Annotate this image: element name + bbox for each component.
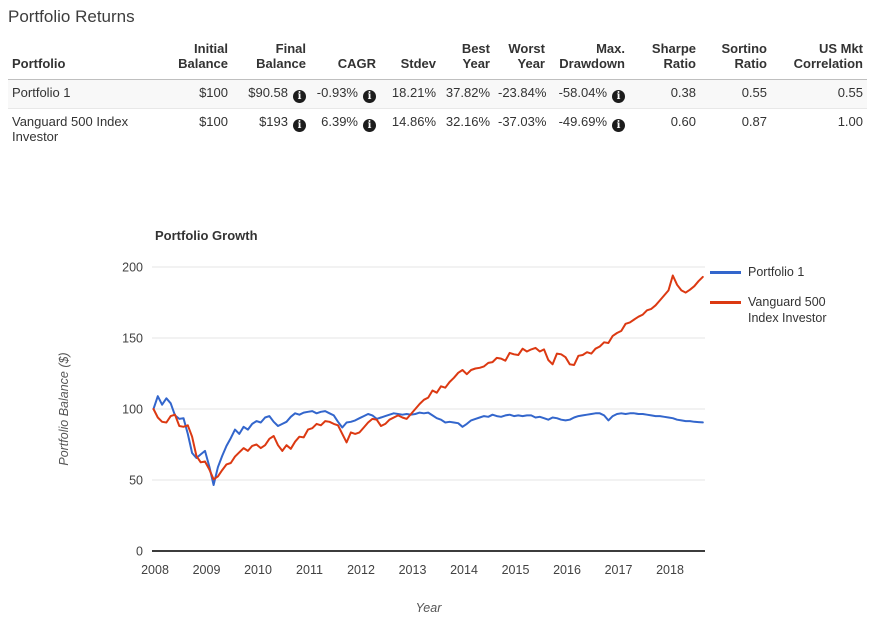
legend-line-swatch-red bbox=[710, 301, 741, 304]
series-line-portfolio-1 bbox=[152, 395, 704, 486]
chart-title: Portfolio Growth bbox=[155, 228, 258, 243]
returns-table: Portfolio Initial Balance Final Balance … bbox=[8, 37, 867, 150]
x-axis-title: Year bbox=[416, 601, 443, 615]
cell-max-drawdown: -58.04% bbox=[549, 79, 629, 109]
y-tick-label: 150 bbox=[122, 332, 143, 346]
cell-initial-balance: $100 bbox=[199, 113, 228, 129]
column-header-stdev: Stdev bbox=[380, 37, 440, 80]
column-header-worst-year: Worst Year bbox=[494, 37, 549, 80]
legend-label: Vanguard 500 Index Investor bbox=[748, 295, 827, 325]
column-header-cagr: CAGR bbox=[310, 37, 380, 80]
legend-line-swatch-blue bbox=[710, 271, 741, 274]
growth-chart-plot: 0 50 100 150 200 2008 2009 2010 2011 2012 2013 2014… bbox=[57, 261, 705, 615]
page-title: Portfolio Returns bbox=[8, 7, 135, 26]
cell-us-mkt-correlation: 0.55 bbox=[771, 79, 867, 109]
cell-sortino-ratio: 0.87 bbox=[741, 113, 767, 129]
cell-cagr: -0.93% bbox=[310, 79, 380, 109]
x-tick-label: 2008 bbox=[141, 563, 169, 577]
cell-stdev: 18.21% bbox=[380, 79, 440, 109]
y-tick-label: 0 bbox=[136, 545, 143, 559]
portfolio-growth-chart[interactable]: 0 50 100 150 200 2008 2009 2010 2011 2012 2013 2014… bbox=[0, 222, 875, 624]
info-icon[interactable] bbox=[612, 118, 625, 132]
cell-sortino-ratio: 0.55 bbox=[700, 79, 771, 109]
x-tick-label: 2009 bbox=[193, 563, 221, 577]
info-icon[interactable] bbox=[293, 118, 306, 132]
cell-stdev: 14.86% bbox=[391, 113, 436, 129]
x-tick-label: 2013 bbox=[399, 563, 427, 577]
cell-cagr: 6.39% bbox=[310, 108, 380, 150]
cell-initial-balance: $100 bbox=[170, 79, 232, 109]
column-header-final-balance: Final Balance bbox=[232, 37, 310, 80]
table-header-row: Portfolio Initial Balance Final Balance … bbox=[8, 37, 867, 80]
x-tick-label: 2012 bbox=[347, 563, 375, 577]
cell-final-balance: $90.58 bbox=[232, 79, 310, 109]
cell-sharpe-ratio: 0.38 bbox=[629, 79, 700, 109]
info-icon[interactable] bbox=[612, 89, 625, 103]
info-icon[interactable] bbox=[293, 89, 306, 103]
legend-item-vanguard-500: Vanguard 500 Index Investor bbox=[710, 294, 870, 326]
y-tick-label: 50 bbox=[129, 474, 143, 488]
cell-worst-year: -23.84% bbox=[494, 79, 549, 109]
cell-worst-year: -37.03% bbox=[498, 113, 547, 129]
x-tick-label: 2010 bbox=[244, 563, 272, 577]
column-header-sharpe-ratio: Sharpe Ratio bbox=[629, 37, 700, 80]
x-tick-label: 2016 bbox=[553, 563, 581, 577]
table-row-portfolio-1: Portfolio 1 $100 $90.58 -0.93% 18.21% 37… bbox=[8, 79, 867, 109]
x-tick-label: 2015 bbox=[502, 563, 530, 577]
column-header-sortino-ratio: Sortino Ratio bbox=[700, 37, 771, 80]
column-header-portfolio: Portfolio bbox=[8, 37, 170, 80]
x-tick-label: 2011 bbox=[296, 563, 323, 577]
column-header-max-drawdown: Max. Drawdown bbox=[549, 37, 629, 80]
cell-final-balance: $193 bbox=[232, 108, 310, 150]
legend-label: Portfolio 1 bbox=[748, 265, 805, 279]
y-axis-title: Portfolio Balance ($) bbox=[57, 352, 71, 465]
y-tick-label: 200 bbox=[122, 261, 143, 275]
series-line-vanguard-500-index-investor bbox=[152, 274, 704, 481]
x-tick-label: 2014 bbox=[450, 563, 478, 577]
cell-max-drawdown: -49.69% bbox=[549, 108, 629, 150]
cell-us-mkt-correlation: 1.00 bbox=[837, 113, 863, 129]
x-tick-label: 2017 bbox=[605, 563, 633, 577]
cell-portfolio-name: Portfolio 1 bbox=[8, 79, 170, 109]
column-header-us-mkt-correlation: US Mkt Correlation bbox=[771, 37, 867, 80]
table-row-vanguard-500: Vanguard 500 Index Investor $100 $193 6.… bbox=[8, 108, 867, 150]
legend-item-portfolio-1: Portfolio 1 bbox=[710, 264, 870, 280]
column-header-best-year: Best Year bbox=[440, 37, 494, 80]
info-icon[interactable] bbox=[363, 89, 376, 103]
info-icon[interactable] bbox=[363, 118, 376, 132]
y-tick-label: 100 bbox=[122, 403, 143, 417]
column-header-initial-balance: Initial Balance bbox=[170, 37, 232, 80]
cell-best-year: 37.82% bbox=[440, 79, 494, 109]
cell-sharpe-ratio: 0.60 bbox=[670, 113, 696, 129]
chart-legend: Portfolio 1 Vanguard 500 Index Investor bbox=[710, 264, 870, 340]
x-tick-label: 2018 bbox=[656, 563, 684, 577]
cell-best-year: 32.16% bbox=[445, 113, 490, 129]
cell-portfolio-name: Vanguard 500 Index Investor bbox=[12, 113, 129, 145]
